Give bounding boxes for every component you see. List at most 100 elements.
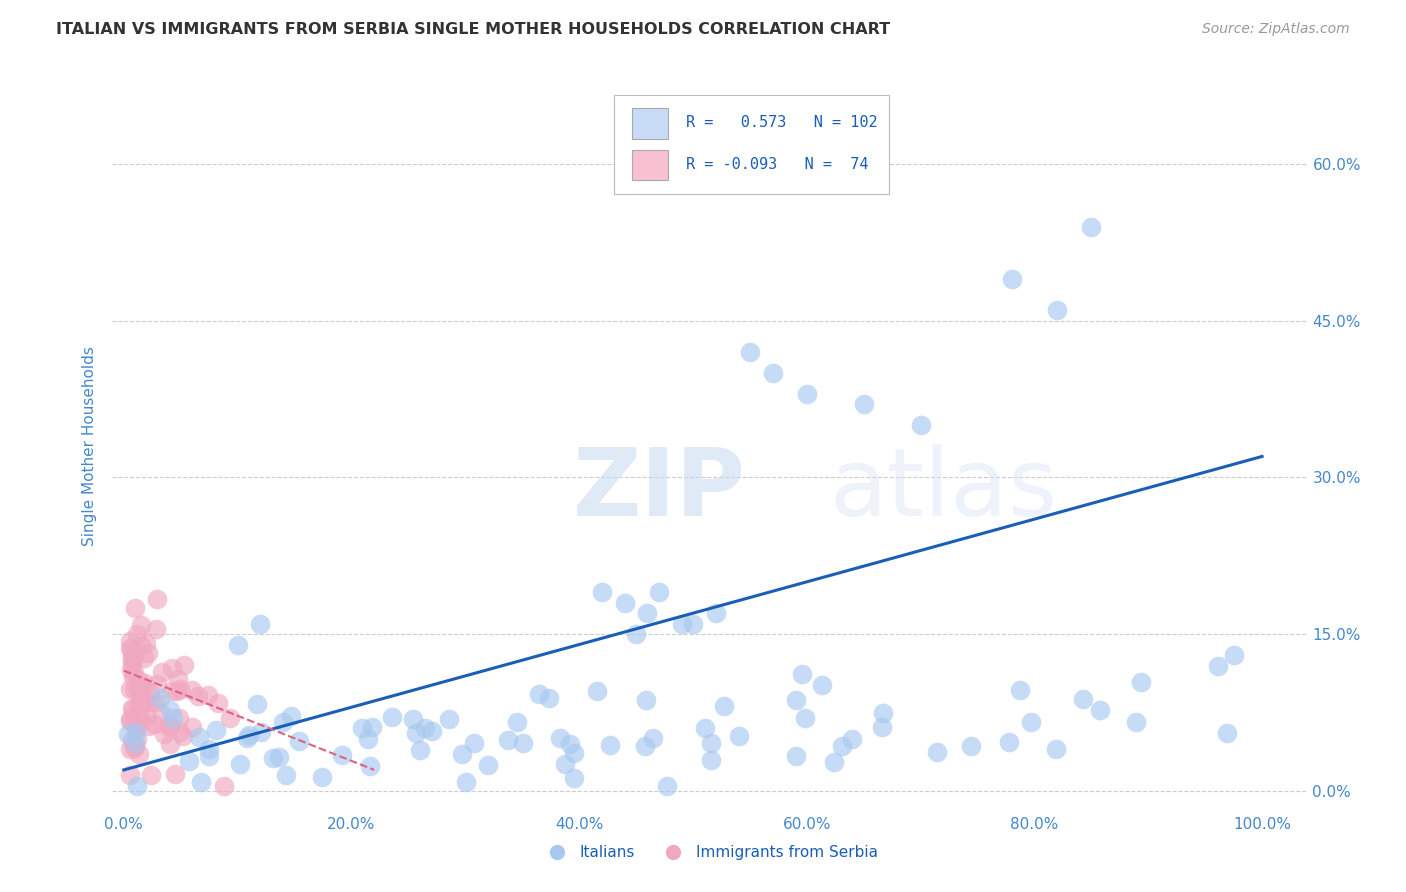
Point xyxy=(198,742,221,756)
Point xyxy=(554,756,576,771)
FancyBboxPatch shape xyxy=(614,95,890,194)
Point xyxy=(135,693,157,707)
Point xyxy=(118,712,141,726)
Y-axis label: Single Mother Households: Single Mother Households xyxy=(82,346,97,546)
Point xyxy=(527,687,550,701)
Point xyxy=(409,743,432,757)
Point xyxy=(852,397,875,411)
Point xyxy=(187,690,209,704)
Point xyxy=(586,684,609,698)
Point xyxy=(558,737,581,751)
Point xyxy=(405,725,427,739)
Legend: Italians, Immigrants from Serbia: Italians, Immigrants from Serbia xyxy=(536,839,884,866)
Point xyxy=(128,681,150,696)
Point xyxy=(357,732,380,747)
Point xyxy=(118,681,141,696)
Point xyxy=(463,736,485,750)
Point xyxy=(120,664,142,678)
Point xyxy=(450,747,472,761)
Point xyxy=(145,592,167,607)
Point xyxy=(238,727,260,741)
FancyBboxPatch shape xyxy=(633,150,668,180)
Point xyxy=(287,734,309,748)
Point xyxy=(172,730,194,744)
Point xyxy=(311,771,333,785)
Point xyxy=(246,697,269,711)
Point xyxy=(141,695,163,709)
Point xyxy=(157,719,180,733)
Point xyxy=(796,386,818,401)
Point xyxy=(599,738,621,752)
Point xyxy=(249,616,271,631)
Point xyxy=(506,714,529,729)
Point xyxy=(167,711,190,725)
Point xyxy=(811,678,834,692)
Point xyxy=(591,585,613,599)
Point xyxy=(1088,703,1111,717)
Point xyxy=(269,749,291,764)
Point xyxy=(226,638,249,652)
Point xyxy=(872,706,894,721)
Point xyxy=(564,771,586,785)
Point xyxy=(162,711,184,725)
Point xyxy=(1130,675,1153,690)
Point xyxy=(1008,683,1031,698)
Point xyxy=(870,720,893,734)
Point xyxy=(159,719,181,733)
Point xyxy=(125,725,148,739)
Point xyxy=(181,682,204,697)
Point xyxy=(121,651,143,665)
Point xyxy=(125,627,148,641)
Point xyxy=(138,718,160,732)
Point xyxy=(198,748,221,763)
Point xyxy=(550,731,572,745)
Point xyxy=(728,729,751,743)
Point xyxy=(142,717,165,731)
Point xyxy=(648,585,671,599)
Point xyxy=(998,734,1021,748)
Point xyxy=(762,366,785,380)
Point xyxy=(139,767,162,781)
Point xyxy=(134,651,156,665)
Point xyxy=(149,690,172,705)
Point xyxy=(927,745,949,759)
Point xyxy=(197,688,219,702)
Point xyxy=(120,643,142,657)
Point xyxy=(125,779,148,793)
Point xyxy=(682,616,704,631)
Text: R =   0.573   N = 102: R = 0.573 N = 102 xyxy=(686,115,877,130)
Point xyxy=(125,731,148,746)
Point xyxy=(420,723,443,738)
Point xyxy=(1125,715,1147,730)
Point xyxy=(785,693,807,707)
Point xyxy=(1019,714,1042,729)
Point xyxy=(1206,659,1229,673)
Point xyxy=(146,677,169,691)
Point xyxy=(641,731,664,745)
Point xyxy=(831,739,853,753)
Point xyxy=(159,737,181,751)
Point xyxy=(496,733,519,747)
Point xyxy=(624,627,647,641)
Point xyxy=(121,702,143,716)
Point xyxy=(187,730,209,744)
Point xyxy=(127,683,149,698)
Point xyxy=(131,678,153,692)
Point xyxy=(700,754,723,768)
Point xyxy=(124,736,146,750)
Point xyxy=(636,692,658,706)
Point xyxy=(236,731,259,745)
Point xyxy=(1001,272,1024,286)
Point xyxy=(122,740,145,755)
Point xyxy=(169,682,191,697)
Point xyxy=(124,720,146,734)
Point xyxy=(634,739,657,753)
Point xyxy=(350,721,373,735)
Point xyxy=(910,418,932,433)
Point xyxy=(128,706,150,720)
Point xyxy=(128,747,150,762)
Point xyxy=(359,758,381,772)
Point xyxy=(1045,741,1067,756)
Point xyxy=(177,754,200,768)
Point xyxy=(538,690,561,705)
